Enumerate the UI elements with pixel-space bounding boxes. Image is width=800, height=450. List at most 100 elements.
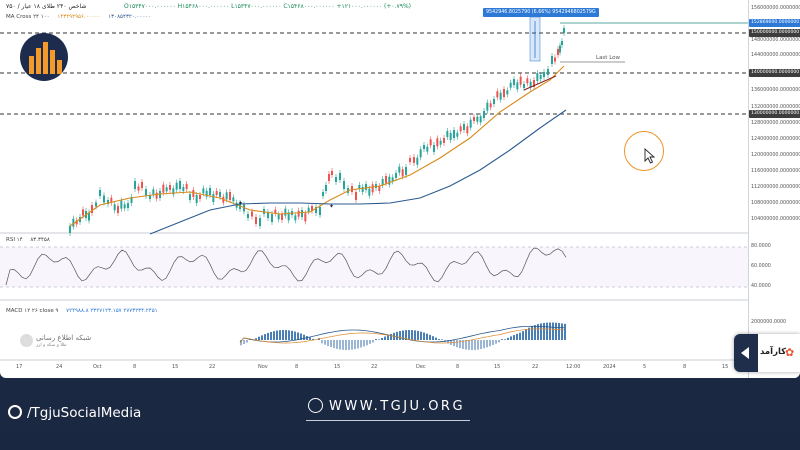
candle-body [529,81,532,88]
mouse-cursor-icon [644,148,656,164]
macd-histogram-bar [540,323,542,340]
candle-body [297,210,300,217]
candle-body [82,209,84,216]
instagram-icon [8,405,22,419]
candle-body [378,186,381,191]
chevron-left-icon [741,347,749,359]
macd-histogram-bar [255,338,257,340]
candle-body [251,211,253,217]
macd-histogram-bar [288,330,290,340]
price-axis[interactable]: 156000000.0000000 148000000.0000000 144000… [748,0,800,378]
candle-body [145,189,147,196]
macd-histogram-bar [372,340,374,343]
candle-body [134,181,136,189]
price-level-label[interactable]: 150000000.0000000 [749,29,800,37]
macd-histogram-bar [423,332,425,340]
candle-body [486,102,489,111]
candle-body [205,190,208,197]
price-level-label[interactable]: 140000000.0000000 [749,69,800,77]
candle-body [509,82,512,88]
macd-values: ۷۲۴۹۸۸.۸ ۲۳۲۷۱۲۳.۱۵۷ ۲۷۷۳۲۳۴.۲۴۵۱ [66,308,158,314]
candle-body [179,181,181,189]
macd-histogram-bar [477,340,479,350]
watermark-title: شبکه اطلاع رسانی [36,334,92,342]
social-handle[interactable]: /TgjuSocialMedia [8,405,141,421]
rsi-label: RSI ۱۴ [6,237,23,243]
candle-body [557,49,559,55]
macd-histogram-bar [381,338,383,340]
time-tick: 17 [16,364,23,370]
candle-body [247,214,249,218]
macd-histogram-bar [459,340,461,349]
rsi-legend[interactable]: RSI ۱۴ ۸۳.۳۴۵۸ [6,237,50,243]
candle-body [539,75,542,79]
macd-histogram-bar [339,340,341,350]
candle-body [103,195,105,203]
price-tick: 156000000.0000000 [751,6,800,11]
time-tick: 22 [209,364,216,370]
price-level-label[interactable]: 152869000.0000000 [749,19,800,27]
price-chart[interactable]: ✦ ✦ [0,0,748,378]
candle-body [343,181,345,189]
candle-body [365,184,367,190]
candle-body [358,185,361,189]
candle-body [281,214,283,220]
macd-histogram-bar [297,332,299,340]
macd-histogram-bar [480,340,482,350]
candle-body [551,56,553,64]
candle-body [259,218,261,226]
candle-body [325,185,327,191]
macd-histogram-bar [486,340,488,348]
candle-body [429,139,432,146]
candle-body [225,192,228,200]
macd-histogram-bar [435,337,437,340]
candle-body [519,76,522,85]
time-tick: 22 [532,364,539,370]
candle-body [301,210,303,217]
macd-histogram-bar [414,330,416,340]
time-tick: 8 [456,364,460,370]
macd-histogram-bar [471,340,473,350]
candle-body [388,176,391,185]
macd-histogram-bar [447,340,449,344]
macd-histogram-bar [291,330,293,340]
macd-histogram-bar [387,335,389,340]
candle-body [355,192,357,200]
macd-legend[interactable]: MACD ۱۲ ۲۶ close ۹ ۷۲۴۹۸۸.۸ ۲۳۲۷۱۲۳.۱۵۷ … [6,308,158,314]
time-tick: 8 [683,364,687,370]
rsi-line [5,247,567,286]
candle-body [554,57,556,62]
range-measure-label[interactable]: 9542946.8025790 (6.66%) 9542946802579G [483,8,599,17]
price-tick: 112000000.0000000 [751,185,800,190]
time-tick: 8 [295,364,299,370]
price-level-label[interactable]: 130000000.0000000 [749,110,800,118]
macd-histogram-bar [558,323,560,340]
macd-histogram-bar [531,326,533,340]
symbol-info: شاخص ۲۴۰ طلای ۱۸ عیار / ۷۵۰ [6,3,86,10]
candle-body [110,197,113,203]
macd-histogram-bar [399,331,401,340]
candle-body [523,84,525,88]
time-tick: 15 [494,364,501,370]
macd-histogram-bar [261,335,263,340]
macd-histogram-bar [564,323,566,340]
chart-panel[interactable]: ✦ ✦ شاخص ۲۴۰ طلای ۱۸ عیار / ۷۵۰ O۱۵۳۴۷۰۰۰… [0,0,800,378]
bars-logo-icon [20,33,68,81]
website-link[interactable]: WWW.TGJU.ORG [308,398,465,414]
x-axis: 17 24 Oct 8 15 22 Nov 8 15 22 Dec 8 15 22 12:00 2024 5 8 1… [0,361,748,373]
time-tick: 24 [56,364,63,370]
ohlc-values: O۱۵۳۴۷۰۰۰.۰۰۰۰۰۰ H۱۵۴۶۸۰۰۰.۰۰۰۰۰۰ L۱۵۳۴۷… [124,3,411,10]
rsi-band [0,247,748,287]
candle-body [401,169,404,177]
side-tab-toggle[interactable] [734,334,758,372]
candle-body [277,214,280,220]
price-tick: 128000000.0000000 [751,121,800,126]
time-tick: 15 [172,364,179,370]
karamad-side-tab[interactable]: کارآمد ✿ [734,334,800,372]
macd-histogram-bar [351,340,353,350]
candle-body [99,190,101,196]
last-low-label: Last Low [596,55,621,61]
macd-histogram-bar [516,333,518,340]
ma-legend[interactable]: MA Cross ۲۴ ۱۰۰ ۱۴۳۴۹۴۹۵۶.۰۰۰۰۰ ۱۳۰۸۵۴۳۲… [6,14,151,20]
